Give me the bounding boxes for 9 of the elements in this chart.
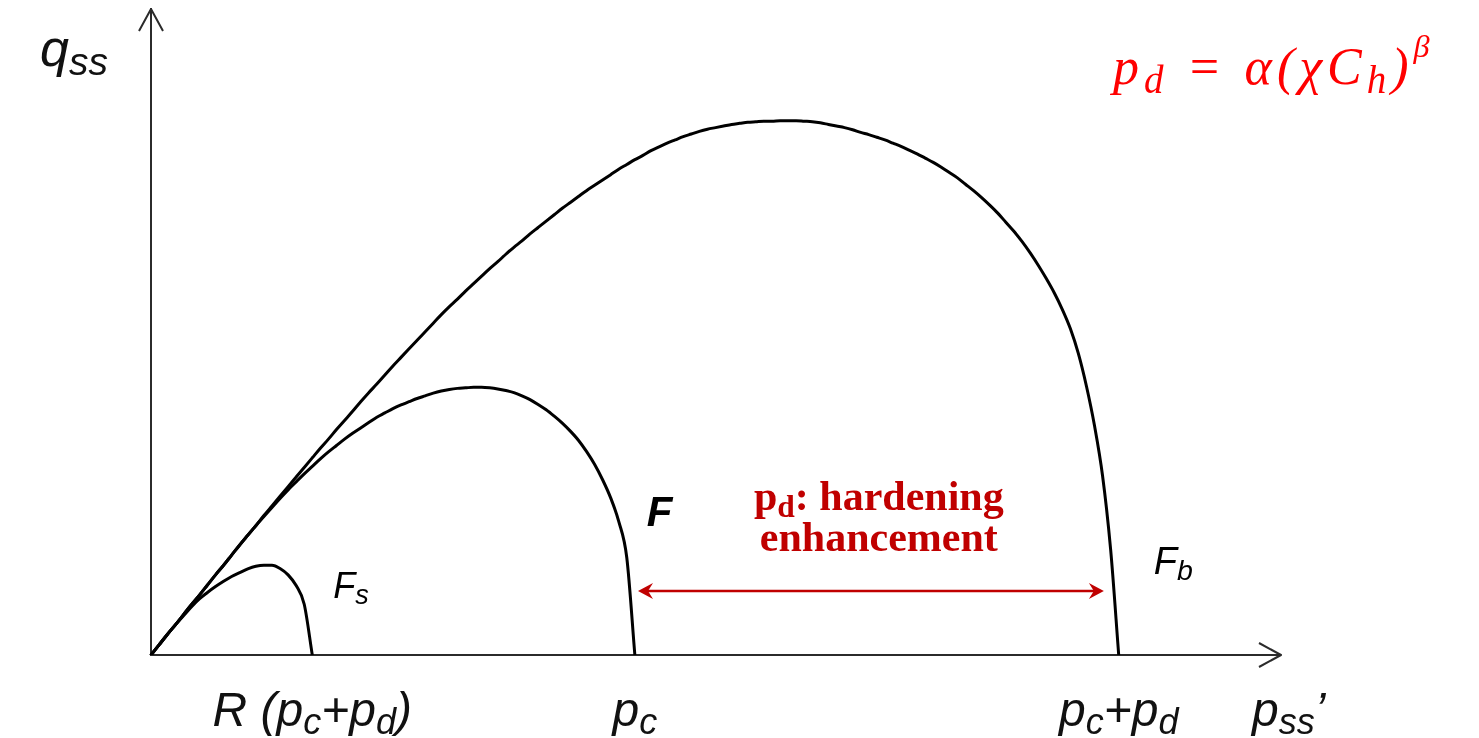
- series-label: F$_{b}$: [1153, 539, 1193, 586]
- x-axis-title: p$_{ss}$’: [1252, 683, 1326, 738]
- x-tick-label: R (p$_{c}$+p$_{d}$): [212, 683, 412, 738]
- series-label: F: [646, 487, 673, 535]
- series-label: F$_{s}$: [333, 565, 369, 611]
- x-tick-label: p$_{c}$: [612, 683, 658, 738]
- x-tick-label: p$_{c}$+p$_{d}$: [1058, 683, 1179, 738]
- y-axis-title: q$_{ss}$: [40, 19, 108, 83]
- annotation: p$_{d}$: hardening enhancement: [752, 473, 1005, 560]
